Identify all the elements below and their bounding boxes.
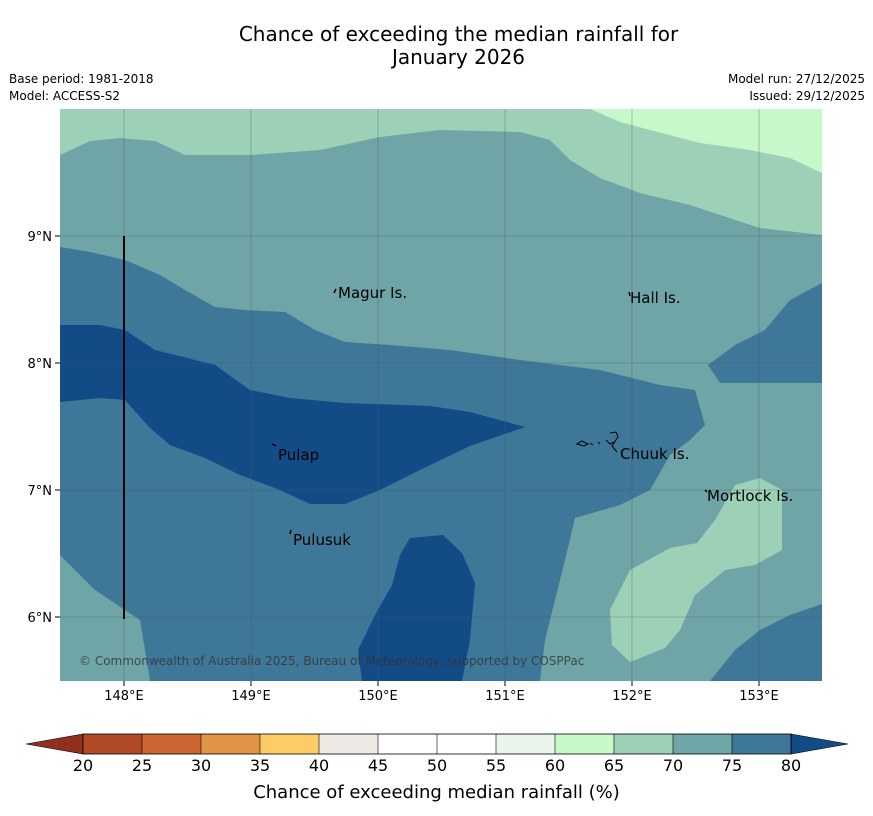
lat-tick: 6°N bbox=[28, 611, 53, 626]
model-name: Model: ACCESS-S2 bbox=[9, 89, 121, 103]
colorbar: 20 25 30 35 40 45 50 55 60 65 70 75 80 bbox=[25, 733, 849, 775]
place-mortlock: Mortlock Is. bbox=[707, 487, 793, 505]
colorbar-swatch bbox=[437, 734, 496, 754]
lon-tick: 153°E bbox=[739, 689, 779, 704]
colorbar-tick: 50 bbox=[427, 756, 447, 775]
contour-fields bbox=[60, 109, 822, 681]
colorbar-swatch bbox=[260, 734, 319, 754]
place-pulusuk: Pulusuk bbox=[293, 531, 351, 549]
colorbar-tick-labels: 20 25 30 35 40 45 50 55 60 65 70 75 80 bbox=[73, 756, 801, 775]
band-60-65-top bbox=[590, 109, 822, 173]
lon-tick: 151°E bbox=[485, 689, 525, 704]
chuuk-marker bbox=[575, 431, 619, 453]
base-period: Base period: 1981-2018 bbox=[9, 72, 154, 86]
model-run: Model run: 27/12/2025 bbox=[727, 72, 865, 86]
band-over-80-south bbox=[358, 535, 475, 681]
title-line-2: January 2026 bbox=[391, 45, 526, 69]
magur-marker bbox=[333, 288, 337, 294]
island-markers bbox=[271, 288, 708, 535]
place-hall: Hall Is. bbox=[630, 289, 681, 307]
colorbar-over-arrow bbox=[790, 733, 849, 755]
mortlock-marker bbox=[704, 489, 708, 493]
band-75-80-right bbox=[708, 283, 822, 383]
colorbar-swatch bbox=[614, 734, 673, 754]
band-70-75-bottom-left bbox=[60, 555, 150, 681]
lat-tick: 9°N bbox=[28, 230, 53, 245]
colorbar-tick: 65 bbox=[604, 756, 624, 775]
colorbar-swatch bbox=[83, 734, 142, 754]
place-pulap: Pulap bbox=[278, 446, 319, 464]
colorbar-swatch bbox=[142, 734, 201, 754]
colorbar-tick: 25 bbox=[132, 756, 152, 775]
axis-ticks bbox=[55, 235, 760, 686]
colorbar-tick: 20 bbox=[73, 756, 93, 775]
colorbar-swatch bbox=[378, 734, 437, 754]
band-75-80-bottom-right bbox=[710, 604, 822, 681]
lon-tick-labels: 148°E 149°E 150°E 151°E 152°E 153°E bbox=[104, 689, 779, 704]
lon-tick: 149°E bbox=[231, 689, 271, 704]
colorbar-tick: 70 bbox=[663, 756, 683, 775]
band-65-70-top bbox=[60, 109, 822, 235]
title-line-1: Chance of exceeding the median rainfall … bbox=[238, 22, 679, 46]
colorbar-swatch bbox=[319, 734, 378, 754]
colorbar-tick: 45 bbox=[368, 756, 388, 775]
colorbar-tick: 75 bbox=[722, 756, 742, 775]
lat-tick: 8°N bbox=[28, 357, 53, 372]
pulusuk-marker bbox=[289, 529, 292, 535]
lat-tick-labels: 9°N 8°N 7°N 6°N bbox=[28, 230, 53, 626]
colorbar-tick: 55 bbox=[486, 756, 506, 775]
place-magur: Magur Is. bbox=[338, 284, 407, 302]
hall-marker bbox=[628, 291, 631, 297]
place-labels: Magur Is. Hall Is. Pulap Chuuk Is. Mortl… bbox=[278, 284, 793, 549]
colorbar-tick: 30 bbox=[191, 756, 211, 775]
lon-tick: 148°E bbox=[104, 689, 144, 704]
colorbar-tick: 35 bbox=[250, 756, 270, 775]
band-over-80-west bbox=[60, 325, 525, 504]
colorbar-tick: 40 bbox=[309, 756, 329, 775]
copyright-notice: © Commonwealth of Australia 2025, Bureau… bbox=[79, 654, 584, 668]
pulap-marker bbox=[271, 443, 277, 447]
colorbar-swatch bbox=[496, 734, 555, 754]
issued-date: Issued: 29/12/2025 bbox=[749, 89, 865, 103]
colorbar-label: Chance of exceeding median rainfall (%) bbox=[253, 782, 620, 803]
lon-tick: 150°E bbox=[358, 689, 398, 704]
colorbar-swatch bbox=[555, 734, 614, 754]
band-65-70-south bbox=[610, 478, 782, 662]
lat-tick: 7°N bbox=[28, 484, 53, 499]
gridlines bbox=[60, 109, 822, 681]
colorbar-swatch bbox=[732, 734, 791, 754]
colorbar-tick: 60 bbox=[545, 756, 565, 775]
lon-tick: 152°E bbox=[612, 689, 652, 704]
colorbar-swatch bbox=[673, 734, 732, 754]
meta-left: Base period: 1981-2018 Model: ACCESS-S2 bbox=[9, 71, 154, 105]
meta-right: Model run: 27/12/2025 Issued: 29/12/2025 bbox=[728, 71, 865, 105]
place-chuuk: Chuuk Is. bbox=[620, 445, 689, 463]
colorbar-swatch bbox=[201, 734, 260, 754]
colorbar-under-arrow bbox=[25, 733, 84, 755]
colorbar-tick: 80 bbox=[781, 756, 801, 775]
